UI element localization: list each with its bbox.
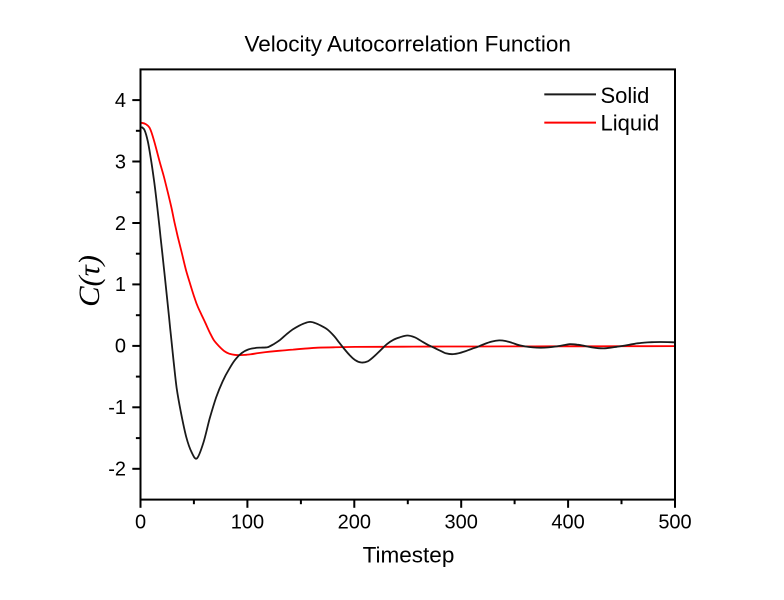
svg-text:Velocity Autocorrelation Funct: Velocity Autocorrelation Function [244, 31, 570, 56]
svg-text:0: 0 [115, 336, 126, 358]
svg-text:100: 100 [231, 512, 264, 534]
svg-text:Solid: Solid [601, 83, 650, 108]
svg-text:-1: -1 [108, 397, 126, 419]
svg-text:1: 1 [115, 274, 126, 296]
svg-text:2: 2 [115, 213, 126, 235]
svg-text:200: 200 [338, 512, 371, 534]
svg-text:-2: -2 [108, 459, 126, 481]
svg-text:4: 4 [115, 90, 126, 112]
svg-text:Liquid: Liquid [601, 111, 660, 136]
svg-text:400: 400 [551, 512, 584, 534]
svg-text:500: 500 [658, 512, 691, 534]
svg-text:C(τ): C(τ) [72, 255, 106, 307]
svg-text:0: 0 [135, 512, 146, 534]
svg-text:3: 3 [115, 151, 126, 173]
svg-text:300: 300 [445, 512, 478, 534]
svg-text:Timestep: Timestep [363, 542, 455, 567]
